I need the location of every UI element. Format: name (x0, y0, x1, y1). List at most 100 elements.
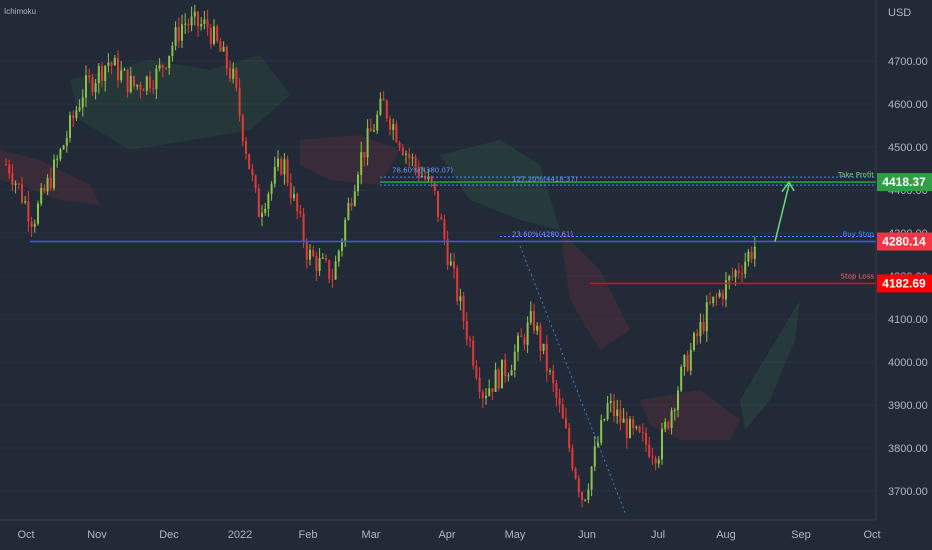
candle-body (417, 166, 420, 177)
candle-body (421, 175, 423, 177)
candle-body (504, 359, 507, 377)
candle-body (529, 311, 532, 323)
candle-body (78, 107, 81, 111)
candle-body (289, 183, 292, 199)
candle-body (177, 27, 180, 41)
candle-body (360, 152, 363, 175)
candle-body (597, 442, 599, 447)
candle-body (235, 68, 238, 88)
candle-body (549, 370, 551, 372)
candle-body (539, 325, 542, 351)
candle-body (673, 410, 676, 412)
candle-body (8, 164, 11, 174)
candle-body (667, 421, 670, 429)
candle-body (305, 242, 308, 260)
indicator-label[interactable]: Ichimoku (4, 7, 36, 16)
candle-body (5, 164, 7, 166)
candle-body (88, 75, 91, 78)
target-arrow (774, 184, 790, 242)
candle-body (577, 478, 580, 493)
candle-body (37, 203, 39, 224)
candle-body (43, 187, 46, 192)
candle-body (389, 118, 391, 130)
candle-body (635, 426, 638, 428)
candle-body (485, 395, 487, 398)
y-tick-label: 4600.00 (888, 99, 928, 111)
candle-body (299, 211, 302, 214)
candle-body (190, 16, 193, 26)
candle-body (401, 147, 404, 155)
candle-body (581, 492, 583, 500)
candle-body (296, 194, 299, 212)
y-tick-label: 4000.00 (888, 357, 928, 369)
candle-body (277, 158, 279, 167)
candle-body (619, 409, 622, 423)
x-tick-label: Aug (716, 529, 736, 541)
candle-body (309, 249, 311, 260)
candle-body (171, 45, 174, 56)
x-tick-label: Mar (362, 529, 381, 541)
x-tick-label: Dec (159, 529, 179, 541)
candle-body (523, 337, 526, 345)
candle-body (30, 221, 33, 227)
candle-body (59, 149, 62, 160)
candle-body (542, 343, 545, 351)
candle-body (216, 26, 219, 42)
candle-body (398, 142, 401, 148)
candle-body (507, 375, 510, 377)
candle-body (574, 468, 577, 479)
candle-body (62, 145, 65, 150)
candle-body (213, 26, 215, 44)
x-tick-label: Oct (17, 529, 34, 541)
candle-body (677, 390, 679, 411)
candle-body (136, 84, 139, 87)
candle-body (734, 270, 737, 277)
candle-body (590, 466, 593, 490)
candle-body (593, 446, 596, 467)
candle-body (424, 175, 427, 180)
candle-body (571, 448, 574, 469)
candle-body (286, 159, 289, 184)
x-tick-label: Oct (863, 529, 880, 541)
cloud-segment (560, 230, 630, 350)
candle-body (686, 355, 689, 371)
candle-body (315, 256, 318, 271)
candle-body (715, 296, 718, 298)
candle-body (293, 194, 295, 199)
fib-note: 78.60%(4380.07) (392, 166, 453, 174)
candle-body (206, 19, 209, 28)
candle-body (139, 84, 142, 90)
candle-body (161, 65, 164, 68)
candle-body (465, 320, 468, 340)
candle-body (85, 75, 87, 98)
y-tick-label: 4100.00 (888, 314, 928, 326)
candle-body (587, 489, 590, 500)
candle-body (312, 249, 315, 257)
candle-body (40, 187, 43, 204)
candle-body (363, 152, 366, 158)
candle-body (373, 130, 375, 132)
candle-body (453, 261, 455, 269)
candle-body (187, 23, 190, 26)
candle-body (248, 153, 251, 169)
time-axis[interactable]: Oct Nov Dec 2022 Feb Mar Apr May Jun Jul Aug Sep Oct (17, 529, 880, 541)
level-name: Buy Stop (842, 231, 874, 239)
candle-body (142, 89, 145, 91)
x-tick-label: Nov (87, 529, 107, 541)
candle-body (225, 46, 228, 69)
candle-body (680, 366, 683, 391)
cloud-segment (740, 300, 800, 430)
candle-body (193, 11, 196, 17)
candle-body (33, 223, 36, 227)
candle-body (462, 296, 465, 321)
candle-body (744, 261, 747, 274)
candle-body (126, 69, 129, 93)
candle-body (229, 68, 231, 79)
candle-body (184, 23, 187, 25)
candle-body (395, 124, 398, 143)
candle-body (638, 426, 641, 432)
candle-body (46, 177, 49, 192)
candle-body (725, 280, 727, 300)
